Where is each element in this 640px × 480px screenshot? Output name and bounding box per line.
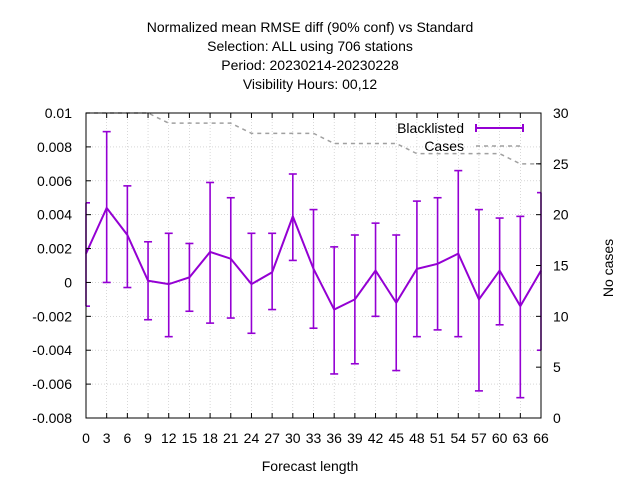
y2-tick-label: 15 [553,258,569,274]
x-tick-label: 9 [144,430,152,446]
x-tick-label: 63 [513,430,529,446]
y2-tick-label: 5 [553,359,561,375]
x-tick-label: 12 [161,430,177,446]
x-axis-label: Forecast length [262,458,359,474]
y2-tick-label: 25 [553,156,569,172]
y-tick-label: -0.008 [32,410,72,426]
x-tick-label: 36 [326,430,342,446]
x-axis-ticks: 0 3 6 9 12 15 18 21 24 27 30 33 36 39 42 45 48 51 54 57 60 63… [82,113,549,446]
x-tick-label: 33 [306,430,322,446]
title-line-4: Visibility Hours: 00,12 [243,76,378,92]
title-line-3: Period: 20230214-20230228 [221,57,399,73]
y-tick-label: 0.008 [37,139,72,155]
blacklisted-series [85,130,542,399]
y2-tick-label: 10 [553,308,569,324]
x-tick-label: 6 [123,430,131,446]
y2-tick-label: 20 [553,207,569,223]
legend-label-cases: Cases [424,138,464,154]
x-tick-label: 15 [182,430,198,446]
x-tick-label: 54 [450,430,466,446]
y2-axis-ticks: 30 25 20 15 10 5 0 [536,105,569,426]
title-line-1: Normalized mean RMSE diff (90% conf) vs … [147,19,474,35]
legend-swatch-blacklisted [475,124,524,132]
x-tick-label: 30 [285,430,301,446]
y2-axis-label: No cases [600,239,616,297]
cases-series [86,112,541,165]
x-tick-label: 48 [409,430,425,446]
x-tick-label: 3 [103,430,111,446]
x-tick-label: 21 [223,430,239,446]
x-tick-label: 18 [202,430,218,446]
y-tick-label: 0.002 [37,241,72,257]
y-tick-label: -0.002 [32,308,72,324]
x-tick-label: 27 [264,430,280,446]
y2-tick-label: 30 [553,105,569,121]
x-tick-label: 51 [430,430,446,446]
cases-line [86,112,541,165]
y-axis-ticks: 0.01 0.008 0.006 0.004 0.002 0 -0.002 -0.004 -0.… [32,105,91,426]
x-tick-label: 66 [533,430,549,446]
x-tick-label: 45 [388,430,404,446]
y-tick-label: 0.006 [37,173,72,189]
chart-title: Normalized mean RMSE diff (90% conf) vs … [147,19,474,92]
x-tick-label: 0 [82,430,90,446]
y-tick-label: 0 [64,274,72,290]
legend-label-blacklisted: Blacklisted [397,120,464,136]
y2-tick-label: 0 [553,410,561,426]
x-tick-label: 24 [244,430,260,446]
x-tick-label: 60 [492,430,508,446]
y-tick-label: -0.006 [32,376,72,392]
y-tick-label: 0.01 [45,105,72,121]
x-tick-label: 42 [368,430,384,446]
x-tick-label: 57 [471,430,487,446]
legend: Blacklisted Cases [397,120,524,154]
x-tick-label: 39 [347,430,363,446]
y-tick-label: -0.004 [32,342,72,358]
y-tick-label: 0.004 [37,207,72,223]
title-line-2: Selection: ALL using 706 stations [207,38,413,54]
